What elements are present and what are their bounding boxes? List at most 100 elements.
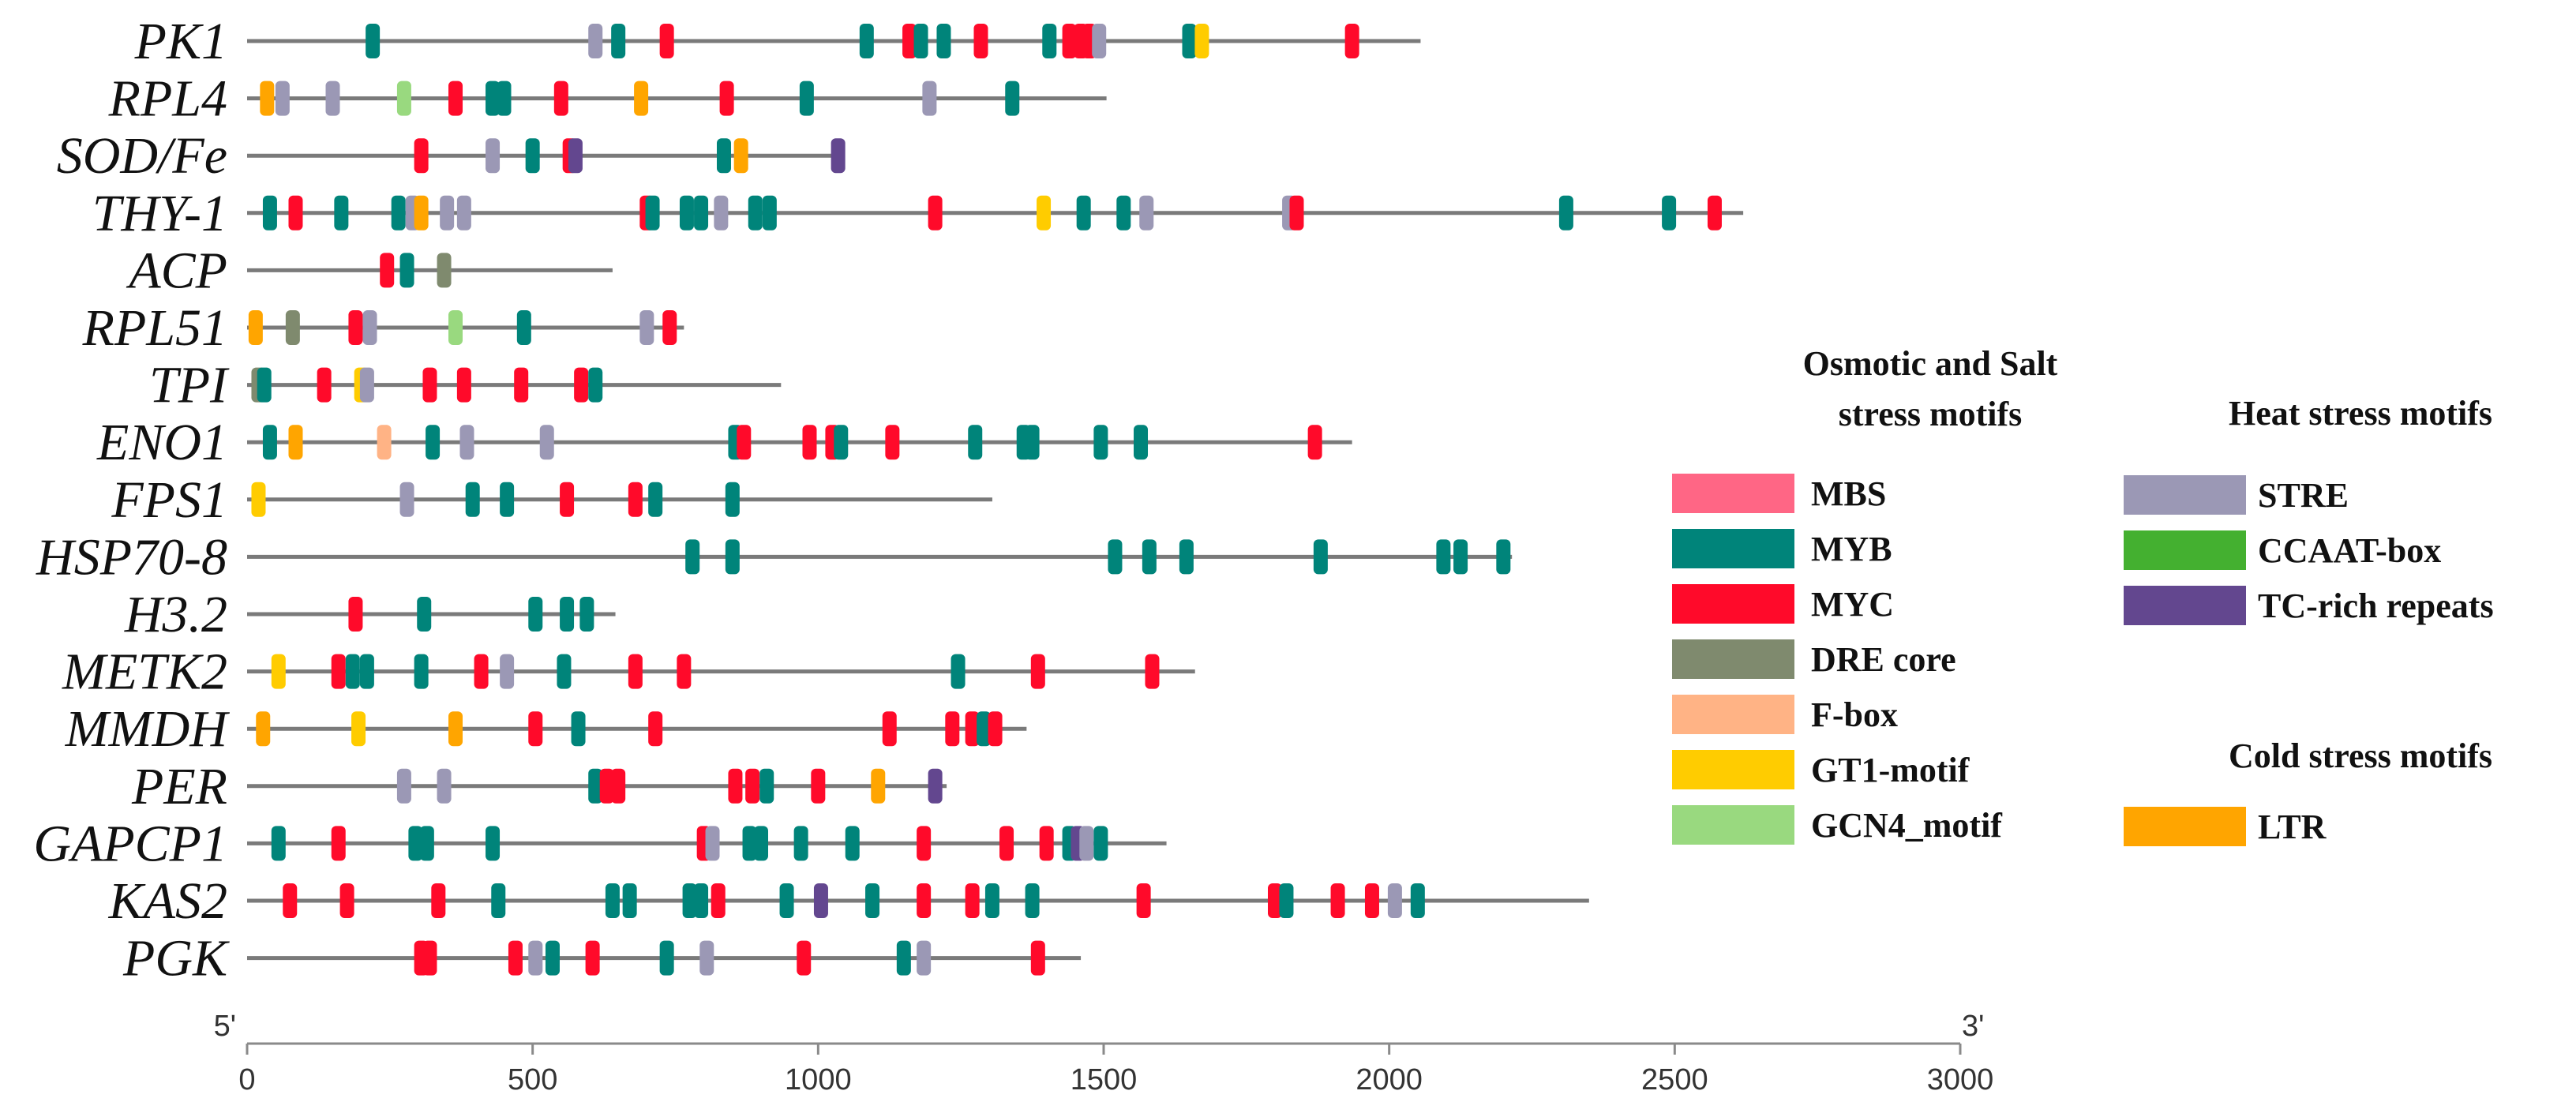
motif-myc	[728, 768, 743, 804]
motif-myc	[599, 768, 614, 804]
motif-stre	[539, 425, 554, 460]
motif-myc	[677, 654, 692, 689]
legend-label-gt1: GT1-motif	[1811, 751, 1970, 789]
motif-myc	[317, 367, 332, 403]
motif-myc	[1307, 425, 1322, 460]
motif-stre	[456, 195, 471, 231]
motif-myc	[902, 24, 917, 58]
motif-gcn4	[396, 81, 411, 116]
gene-label: PK1	[134, 13, 227, 70]
motif-tc	[813, 883, 828, 918]
motif-myb	[968, 425, 983, 460]
motif-myc	[811, 768, 826, 804]
legend-label-ltr: LTR	[2258, 808, 2327, 846]
gene-row-rpl4: RPL4	[108, 70, 1107, 128]
gene-row-h3-2: H3.2	[124, 586, 616, 643]
motif-ltr	[871, 768, 886, 804]
motif-myb	[525, 138, 540, 174]
motif-myb	[1453, 539, 1468, 575]
motif-myb	[793, 826, 808, 861]
motif-myc	[1145, 654, 1160, 689]
motif-myc	[528, 711, 543, 747]
legend-group-heat: Heat stress motifs STRE CCAAT-box TC-rich r…	[2124, 394, 2494, 625]
motif-myb	[516, 310, 531, 345]
motif-myb	[334, 195, 349, 231]
gene-row-thy-1: THY-1	[92, 185, 1744, 242]
legend-label-stre: STRE	[2258, 476, 2349, 515]
gene-label: THY-1	[92, 185, 227, 242]
motif-myc	[422, 367, 437, 403]
legend-swatch-tc	[2124, 586, 2246, 625]
motif-myc	[1330, 883, 1345, 918]
motif-myb	[679, 195, 694, 231]
motif-stre	[440, 195, 455, 231]
legend-swatch-stre	[2124, 475, 2246, 515]
motif-myc	[456, 367, 471, 403]
motif-myb	[1042, 24, 1057, 58]
legend-label-fbox: F-box	[1811, 695, 1898, 734]
tick-label: 1000	[785, 1063, 852, 1096]
x-axis: 0 500 1000 1500 2000 2500 3000 5' 3'	[214, 1010, 1994, 1096]
motif-myc	[611, 768, 626, 804]
genes-layer: PK1RPL4SOD/FeTHY-1ACPRPL51TPIENO1FPS1HSP…	[33, 13, 1744, 988]
motif-stre	[1079, 826, 1094, 861]
legend-swatch-mbs	[1672, 474, 1794, 513]
motif-myb	[951, 654, 966, 689]
motif-myb	[257, 367, 272, 403]
motif-myc	[283, 883, 298, 918]
motif-myc	[1136, 883, 1151, 918]
motif-stre	[325, 81, 340, 116]
motif-myb	[1025, 425, 1040, 460]
motif-myc	[414, 138, 429, 174]
legend-swatch-dre	[1672, 639, 1794, 679]
motif-myb	[725, 482, 740, 517]
motif-myb	[399, 253, 414, 288]
axis-end-right: 3'	[1962, 1010, 1984, 1043]
motif-myb	[262, 425, 277, 460]
motif-stre	[359, 367, 374, 403]
gene-label: RPL51	[82, 299, 227, 357]
motif-myb	[611, 24, 626, 58]
motif-dre	[437, 253, 452, 288]
motif-myc	[1289, 195, 1304, 231]
motif-gt1	[1194, 24, 1209, 58]
motif-ltr	[733, 138, 748, 174]
motif-myc	[1268, 883, 1282, 918]
motif-myc	[514, 367, 529, 403]
motif-myb	[845, 826, 860, 861]
motif-myb	[579, 597, 594, 632]
gene-row-kas2: KAS2	[108, 872, 1589, 930]
motif-stre	[922, 81, 937, 116]
tick-label: 1500	[1071, 1063, 1138, 1096]
motif-myc	[882, 711, 897, 747]
motif-myb	[491, 883, 506, 918]
motif-myb	[779, 883, 794, 918]
gene-row-rpl51: RPL51	[82, 299, 684, 357]
motif-myb	[694, 883, 709, 918]
motif-ltr	[260, 81, 275, 116]
legend-label-dre: DRE core	[1811, 640, 1956, 679]
motif-myb	[528, 597, 543, 632]
motif-myc	[965, 883, 980, 918]
motif-myb	[359, 654, 374, 689]
motif-myb	[417, 597, 432, 632]
motif-myc	[1062, 24, 1077, 58]
legend-swatch-gt1	[1672, 750, 1794, 789]
motif-stre	[1092, 24, 1107, 58]
motif-myc	[973, 24, 988, 58]
motif-stre	[437, 768, 452, 804]
motif-myb	[645, 195, 660, 231]
gene-label: TPI	[149, 357, 230, 414]
gene-row-pk1: PK1	[134, 13, 1421, 70]
motif-myb	[896, 940, 911, 976]
gene-label: HSP70-8	[36, 528, 227, 586]
gene-label: METK2	[62, 643, 227, 701]
motif-myb	[1182, 24, 1197, 58]
motif-myb	[1662, 195, 1677, 231]
motif-myb	[1076, 195, 1091, 231]
gene-label: GAPCP1	[33, 815, 227, 872]
motif-myb	[685, 539, 700, 575]
gene-label: KAS2	[108, 872, 227, 930]
motif-myb	[1410, 883, 1425, 918]
motif-myb	[1025, 883, 1040, 918]
